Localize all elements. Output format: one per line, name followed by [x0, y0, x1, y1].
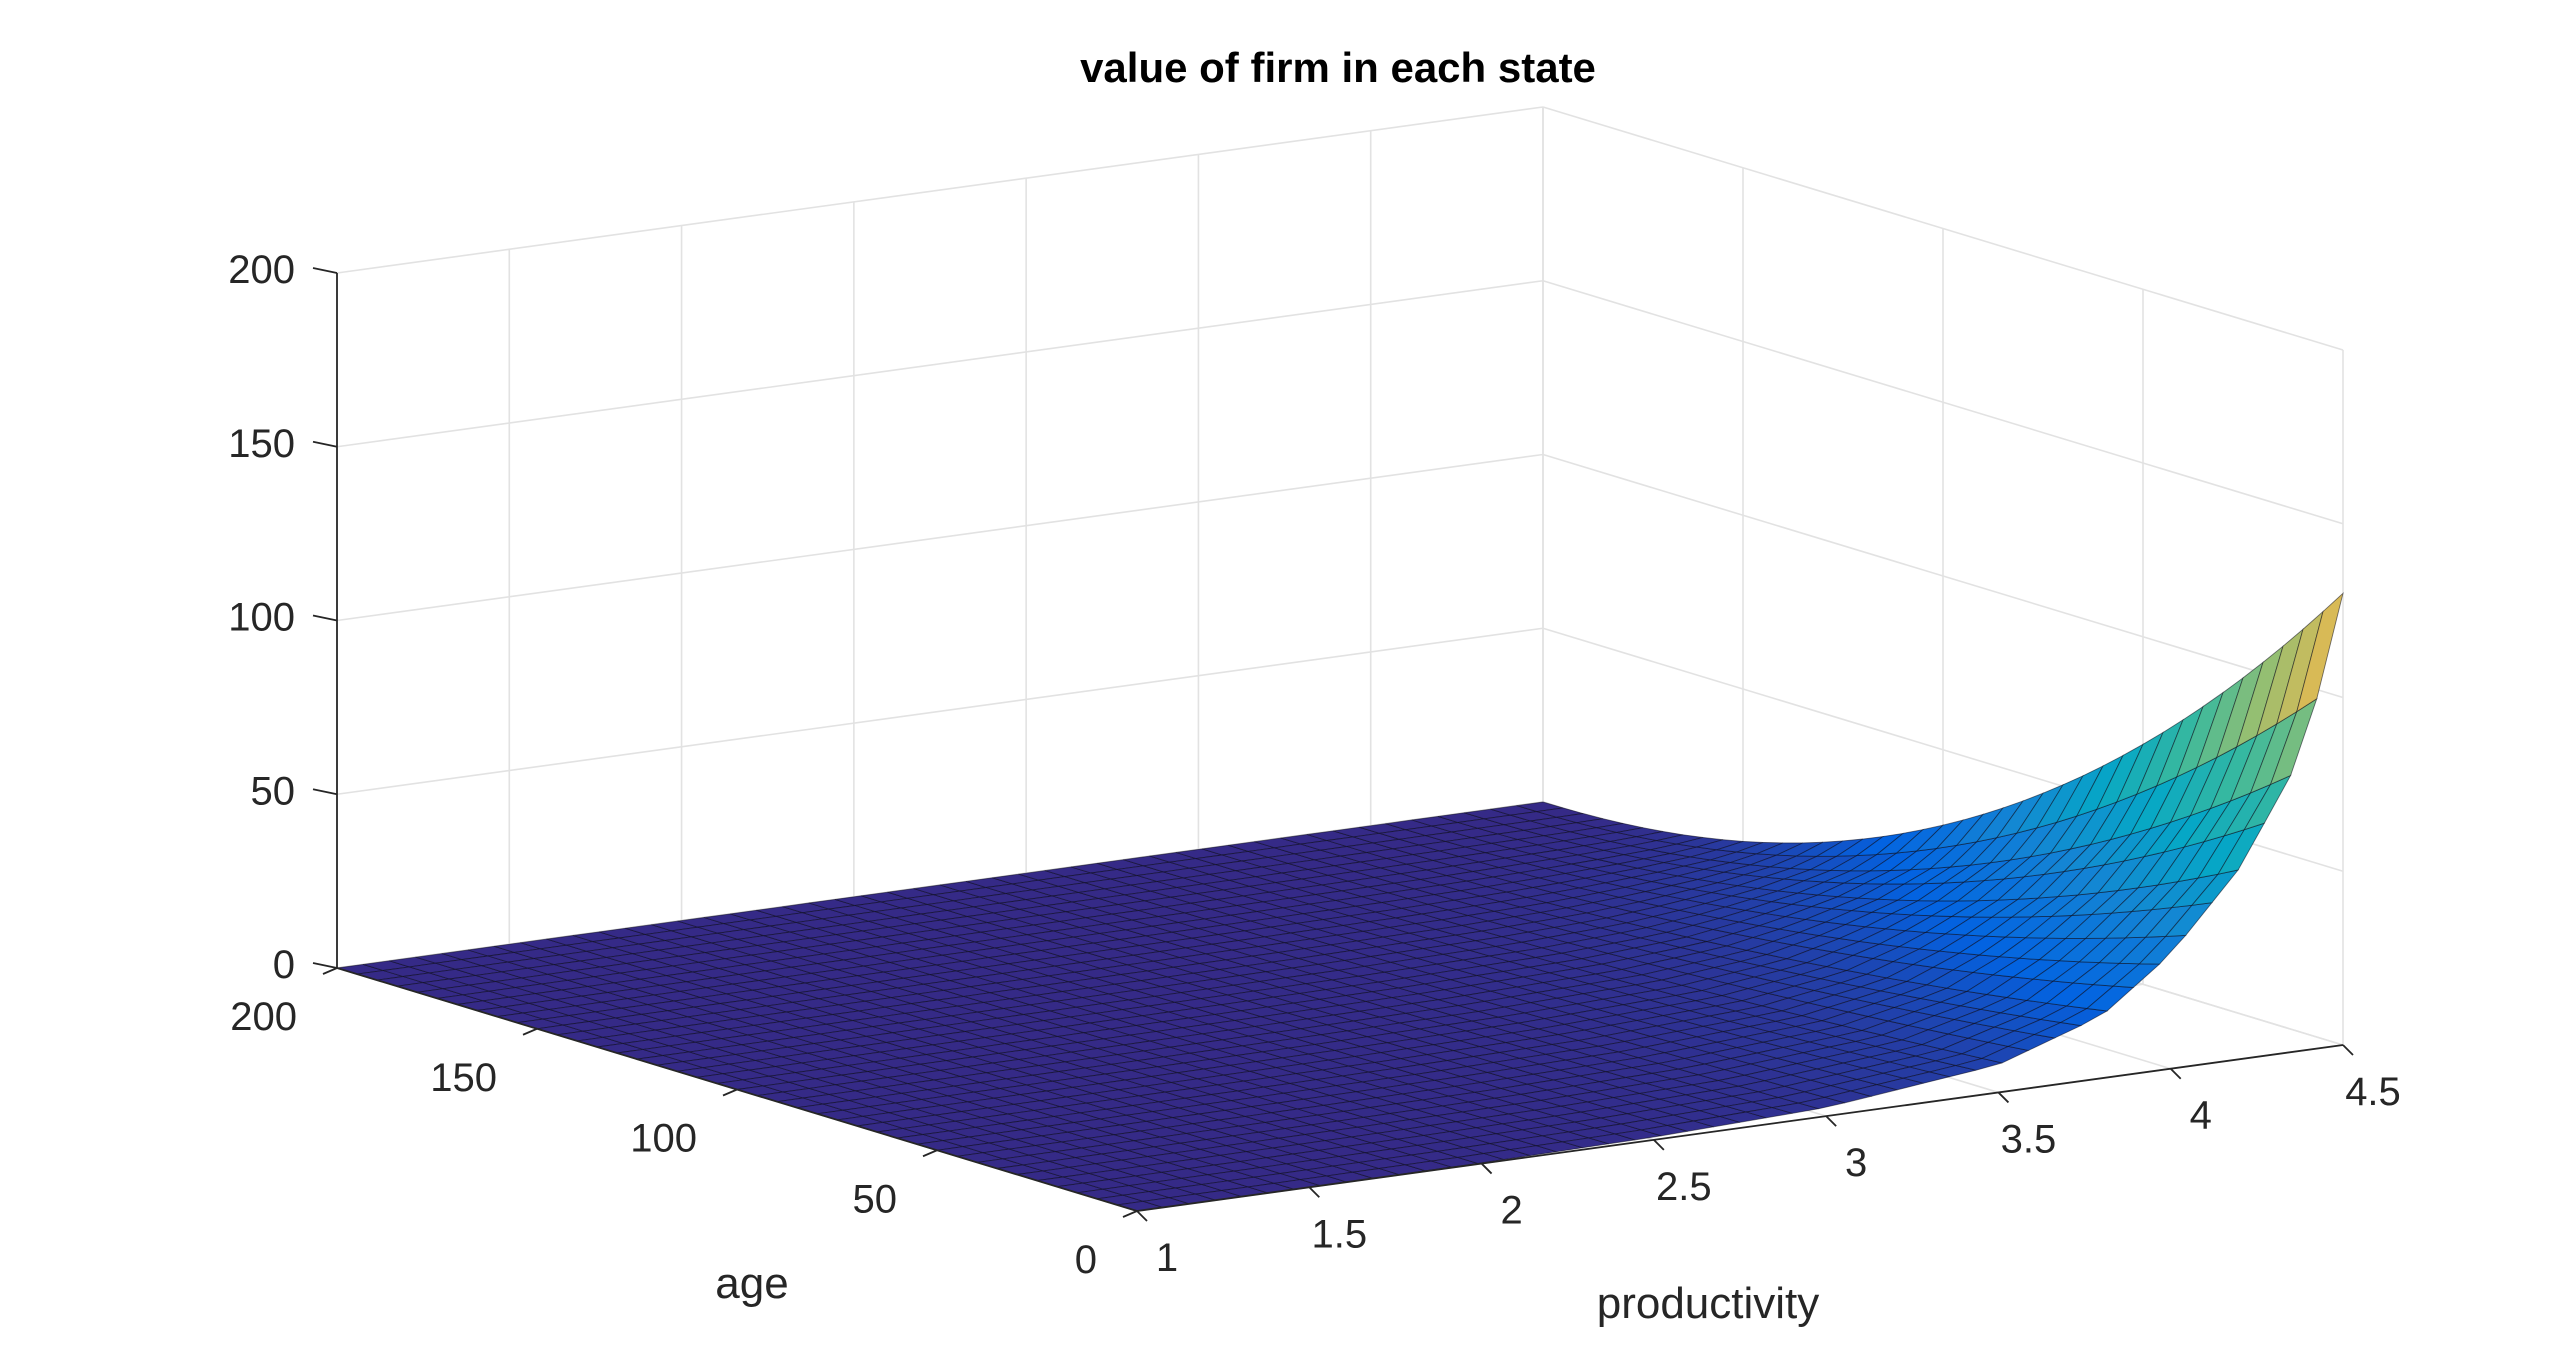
x-tick-mark — [2342, 1044, 2354, 1056]
grid-line — [336, 627, 1544, 796]
surface-plot — [336, 591, 2344, 1212]
grid-line — [1542, 453, 2344, 699]
x-tick-label: 2.5 — [1656, 1165, 1712, 1209]
y-tick-mark — [722, 1088, 738, 1097]
z-tick-label: 100 — [228, 596, 295, 640]
z-tick-label: 0 — [273, 943, 295, 987]
z-tick-mark — [312, 962, 338, 969]
z-tick-mark — [312, 440, 338, 448]
z-tick-label: 200 — [228, 248, 295, 292]
x-tick-label: 2 — [1500, 1189, 1522, 1233]
x-tick-mark — [1308, 1186, 1320, 1198]
x-tick-mark — [1653, 1139, 1665, 1151]
x-tick-label: 4 — [2190, 1094, 2212, 1138]
x-tick-mark — [1997, 1091, 2010, 1104]
y-tick-label: 100 — [630, 1117, 697, 1161]
x-tick-label: 3 — [1845, 1141, 1867, 1185]
y-axis-label: age — [715, 1259, 788, 1308]
tick-labels: 1 1.5 2 2.5 3 3.5 4 4.5 0 50 100 150 200 0 50 100 150 200 — [228, 248, 2401, 1282]
x-tick-label: 1.5 — [1311, 1212, 1367, 1256]
chart-title: value of firm in each state — [1080, 44, 1596, 91]
y-tick-mark — [522, 1027, 538, 1036]
z-tick-label: 150 — [228, 422, 295, 466]
x-tick-label: 3.5 — [2001, 1117, 2057, 1161]
grid-line — [1542, 106, 2344, 351]
y-tick-label: 0 — [1075, 1238, 1097, 1282]
y-tick-label: 200 — [230, 995, 297, 1039]
x-tick-mark — [2170, 1068, 2182, 1080]
x-tick-mark — [1480, 1162, 1493, 1175]
x-axis-label: productivity — [1597, 1279, 1820, 1328]
axes — [312, 267, 2354, 1222]
grid-line — [336, 453, 1544, 622]
y-tick-mark — [922, 1149, 938, 1158]
z-tick-mark — [312, 614, 338, 622]
grid-line — [1542, 279, 2344, 525]
x-tick-mark — [1825, 1115, 1837, 1127]
x-tick-label: 1 — [1156, 1236, 1178, 1280]
y-tick-label: 50 — [853, 1177, 898, 1221]
z-tick-label: 50 — [251, 769, 296, 813]
z-tick-mark — [312, 267, 338, 274]
grid-line — [336, 279, 1544, 448]
surface-patch — [2296, 591, 2344, 713]
grid-line — [336, 106, 1544, 274]
z-tick-mark — [312, 788, 338, 796]
y-tick-mark — [1122, 1210, 1138, 1218]
x-tick-mark — [1136, 1210, 1148, 1222]
y-tick-label: 150 — [430, 1056, 497, 1100]
x-tick-label: 4.5 — [2345, 1070, 2401, 1114]
x-axis-line — [1136, 1044, 2344, 1212]
y-tick-mark — [322, 967, 338, 975]
